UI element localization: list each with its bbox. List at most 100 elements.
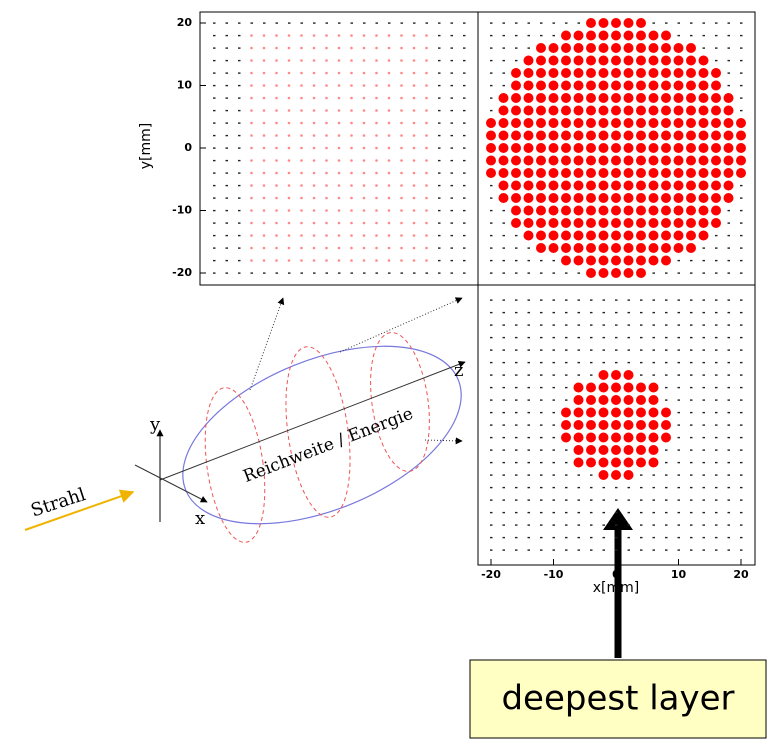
grid-dot [515,412,518,413]
grid-dot [678,374,681,375]
grid-dot [703,22,706,23]
spot [724,93,734,103]
spot [699,206,709,216]
spot [661,68,671,78]
faint-spot [338,109,341,112]
grid-dot [503,260,506,261]
spot [661,156,671,166]
grid-dot [703,35,706,36]
grid-dot [490,197,493,198]
grid-dot [490,524,493,525]
grid-dot [678,487,681,488]
grid-dot [690,349,693,350]
grid-dot [703,524,706,525]
grid-dot [540,462,543,463]
faint-spot [275,84,278,87]
grid-dot [740,272,743,273]
grid-dot [238,147,241,148]
faint-spot [300,34,303,37]
grid-dot [740,424,743,425]
faint-spot [313,159,316,162]
grid-dot [715,324,718,325]
grid-dot [226,197,229,198]
faint-spot [288,97,291,100]
grid-dot [438,260,441,261]
grid-dot [401,272,404,273]
grid-dot [238,185,241,186]
grid-dot [553,499,556,500]
spot [549,243,559,253]
grid-dot [740,449,743,450]
spot [636,420,646,430]
grid-dot [565,549,568,550]
faint-spot [338,159,341,162]
grid-dot [463,135,466,136]
faint-spot [263,159,266,162]
spot [536,231,546,241]
faint-spot [325,159,328,162]
spot [586,433,596,443]
grid-dot [515,387,518,388]
faint-spot [350,259,353,262]
spot [511,68,521,78]
spot [524,143,534,153]
grid-dot [503,524,506,525]
faint-spot [350,222,353,225]
grid-dot [503,85,506,86]
grid-dot [540,537,543,538]
spot [536,181,546,191]
grid-dot [490,235,493,236]
faint-spot [313,209,316,212]
grid-dot [578,512,581,513]
spot [586,181,596,191]
grid-dot [703,399,706,400]
spot [561,408,571,418]
spot [724,131,734,141]
grid-dot [603,349,606,350]
spot [536,206,546,216]
spot [599,43,609,53]
grid-dot [703,474,706,475]
spot [599,18,609,28]
grid-dot [553,337,556,338]
grid-dot [540,512,543,513]
grid-dot [678,22,681,23]
spot [536,218,546,228]
grid-dot [628,349,631,350]
grid-dot [565,324,568,325]
grid-dot [678,337,681,338]
spot [649,383,659,393]
grid-dot [238,60,241,61]
faint-spot [388,159,391,162]
spot [649,181,659,191]
grid-dot [715,537,718,538]
grid-dot [703,499,706,500]
grid-dot [578,272,581,273]
spot [686,206,696,216]
grid-dot [653,22,656,23]
spot [636,18,646,28]
spot [586,93,596,103]
spot [686,181,696,191]
spot [711,168,721,178]
faint-spot [338,47,341,50]
grid-dot [238,210,241,211]
faint-spot [338,122,341,125]
grid-dot [553,487,556,488]
spot [649,243,659,253]
grid-dot [438,35,441,36]
spot [549,231,559,241]
grid-dot [553,312,556,313]
grid-dot [540,362,543,363]
spot [674,43,684,53]
spot [599,458,609,468]
faint-spot [413,109,416,112]
spot [574,231,584,241]
y-tick-label: -20 [172,266,192,279]
grid-dot [338,272,341,273]
grid-dot [740,247,743,248]
grid-dot [678,412,681,413]
grid-dot [690,260,693,261]
grid-dot [528,337,531,338]
faint-spot [425,84,428,87]
